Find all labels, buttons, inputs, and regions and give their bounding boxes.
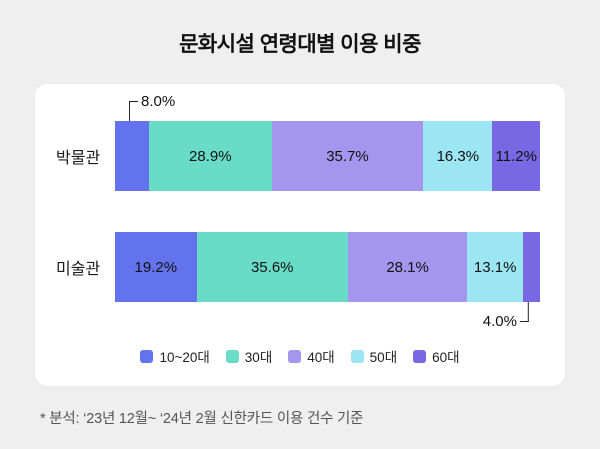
legend-item: 50대 — [350, 346, 398, 366]
segment-value-label: 35.6% — [250, 258, 294, 276]
legend-item: 10~20대 — [140, 346, 210, 366]
legend-label: 10~20대 — [159, 350, 210, 365]
legend-swatch — [225, 349, 239, 363]
bar-segment: 35.6% — [196, 232, 348, 302]
legend-label: 50대 — [369, 350, 398, 365]
legend-item: 60대 — [413, 346, 460, 366]
value-callout: 4.0% — [483, 302, 529, 330]
legend-swatch — [350, 349, 364, 363]
segment-value-label: 11.2% — [495, 147, 537, 165]
bar-segment: 13.1% — [467, 232, 523, 302]
callout-line — [129, 101, 138, 121]
bar-segment — [522, 232, 540, 302]
callout-line — [520, 302, 529, 322]
legend-item: 30대 — [225, 346, 273, 366]
segment-value-label: 28.9% — [189, 147, 232, 165]
chart-rows: 박물관 28.9% 35.7% 16.3% 11.2% 8.0% 미술관 19.2% 35.6%… — [35, 93, 565, 330]
legend-label: 30대 — [244, 350, 273, 365]
chart-card: 박물관 28.9% 35.7% 16.3% 11.2% 8.0% 미술관 19.2% 35.6%… — [35, 84, 565, 386]
legend-label: 60대 — [432, 350, 460, 365]
segment-value-label: 13.1% — [473, 258, 517, 276]
bar-segment: 28.9% — [148, 121, 272, 191]
bar-segment: 28.1% — [347, 232, 468, 302]
bar-row: 미술관 19.2% 35.6% 28.1% 13.1% 4.0% — [35, 232, 565, 330]
page-title: 문화시설 연령대별 이용 비중 — [179, 33, 421, 56]
legend-item: 40대 — [288, 346, 335, 366]
bar-category-label: 박물관 — [56, 150, 101, 167]
legend-swatch — [413, 349, 427, 363]
bar-segment: 16.3% — [423, 121, 493, 191]
legend-swatch — [288, 349, 302, 363]
legend: 10~20대 30대 40대 50대 60대 — [35, 346, 565, 366]
bar-row: 박물관 28.9% 35.7% 16.3% 11.2% 8.0% — [35, 93, 565, 191]
segment-value-label: 35.7% — [326, 147, 369, 165]
callout-label: 8.0% — [141, 93, 176, 110]
stacked-bar: 28.9% 35.7% 16.3% 11.2% 8.0% — [115, 93, 540, 191]
callout-label: 4.0% — [482, 313, 517, 330]
legend-swatch — [140, 349, 154, 363]
footnote: * 분석: ‘23년 12월~ ‘24년 2월 신한카드 이용 건수 기준 — [40, 411, 364, 427]
segment-value-label: 19.2% — [134, 258, 178, 276]
segment-value-label: 16.3% — [436, 147, 480, 165]
legend-label: 40대 — [307, 350, 335, 365]
bar-segment — [115, 121, 149, 191]
segment-value-label: 28.1% — [386, 258, 429, 276]
bar-segment: 11.2% — [492, 121, 540, 191]
bar-segment: 19.2% — [115, 232, 197, 302]
bar-segment: 35.7% — [271, 121, 424, 191]
bar-category-label: 미술관 — [56, 261, 101, 278]
value-callout: 8.0% — [129, 93, 175, 121]
stacked-bar: 19.2% 35.6% 28.1% 13.1% 4.0% — [115, 232, 540, 330]
